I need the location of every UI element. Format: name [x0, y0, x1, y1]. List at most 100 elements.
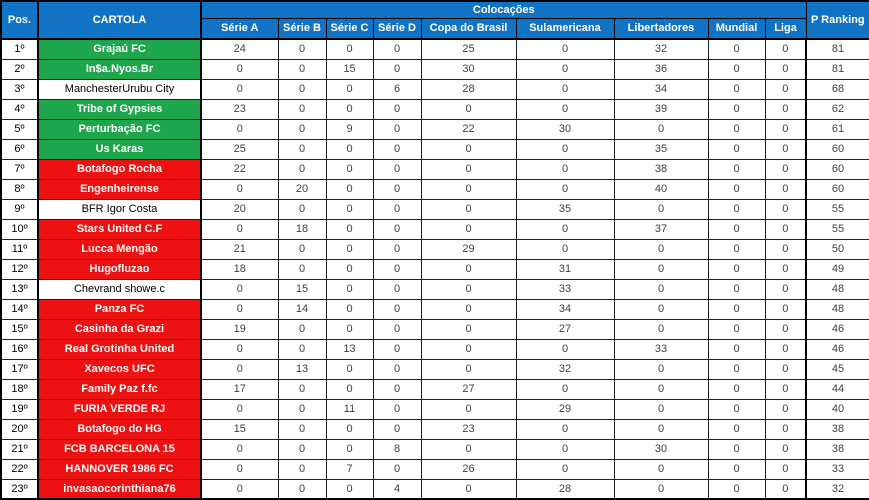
score-cell: 0 [613, 418, 709, 440]
score-cell: 0 [707, 118, 766, 140]
p-ranking-cell: 38 [805, 438, 869, 460]
score-cell: 0 [200, 218, 279, 240]
score-cell: 28 [515, 478, 615, 500]
score-cell: 0 [613, 378, 709, 400]
score-cell: 0 [764, 418, 807, 440]
cartola-name-cell: invasaocorinthiana76 [37, 478, 202, 500]
score-cell: 0 [420, 318, 517, 340]
score-cell: 0 [325, 418, 374, 440]
score-cell: 0 [325, 78, 374, 100]
p-ranking-cell: 40 [805, 398, 869, 420]
score-cell: 20 [277, 178, 327, 200]
score-cell: 0 [613, 118, 709, 140]
score-cell: 25 [200, 138, 279, 160]
score-cell: 0 [420, 358, 517, 380]
score-cell: 0 [515, 38, 615, 60]
cartola-name-cell: Perturbação FC [37, 118, 202, 140]
score-cell: 13 [325, 338, 374, 360]
position-cell: 17º [0, 358, 39, 380]
score-cell: 0 [372, 318, 422, 340]
p-ranking-cell: 48 [805, 278, 869, 300]
score-cell: 38 [613, 158, 709, 180]
position-cell: 3º [0, 78, 39, 100]
score-cell: 0 [372, 58, 422, 80]
p-ranking-cell: 46 [805, 318, 869, 340]
score-cell: 0 [372, 178, 422, 200]
score-cell: 0 [372, 258, 422, 280]
score-cell: 4 [372, 478, 422, 500]
score-cell: 0 [764, 238, 807, 260]
p-ranking-cell: 46 [805, 338, 869, 360]
position-cell: 18º [0, 378, 39, 400]
cartola-name-cell: Hugofluzao [37, 258, 202, 280]
score-cell: 0 [707, 398, 766, 420]
score-cell: 0 [764, 258, 807, 280]
score-cell: 0 [200, 178, 279, 200]
score-cell: 0 [707, 298, 766, 320]
score-cell: 0 [515, 378, 615, 400]
score-cell: 0 [707, 138, 766, 160]
score-cell: 0 [515, 158, 615, 180]
score-cell: 0 [515, 138, 615, 160]
header-sulamericana: Sulamericana [515, 17, 615, 40]
score-cell: 0 [707, 238, 766, 260]
table-row: 14º Panza FC 0 14 0 0 0 34 0 0 0 48 [0, 298, 869, 320]
score-cell: 0 [707, 38, 766, 60]
score-cell: 0 [764, 98, 807, 120]
table-row: 18º Family Paz f.fc 17 0 0 0 27 0 0 0 0 44 [0, 378, 869, 400]
table-row: 10º Stars United C.F 0 18 0 0 0 0 37 0 0 55 [0, 218, 869, 240]
score-cell: 0 [420, 438, 517, 460]
score-cell: 0 [613, 478, 709, 500]
score-cell: 0 [515, 238, 615, 260]
score-cell: 11 [325, 398, 374, 420]
score-cell: 0 [325, 198, 374, 220]
score-cell: 0 [764, 158, 807, 180]
header-liga: Liga [764, 17, 807, 40]
position-cell: 7º [0, 158, 39, 180]
score-cell: 0 [420, 178, 517, 200]
table-row: 12º Hugofluzao 18 0 0 0 0 31 0 0 0 49 [0, 258, 869, 280]
score-cell: 34 [613, 78, 709, 100]
score-cell: 7 [325, 458, 374, 480]
cartola-name-cell: Panza FC [37, 298, 202, 320]
score-cell: 0 [420, 278, 517, 300]
score-cell: 33 [613, 338, 709, 360]
score-cell: 0 [613, 198, 709, 220]
score-cell: 0 [707, 218, 766, 240]
table-row: 8º Engenheirense 0 20 0 0 0 0 40 0 0 60 [0, 178, 869, 200]
score-cell: 0 [515, 98, 615, 120]
p-ranking-cell: 68 [805, 78, 869, 100]
score-cell: 0 [707, 418, 766, 440]
score-cell: 0 [420, 158, 517, 180]
cartola-name-cell: Botafogo Rocha [37, 158, 202, 180]
score-cell: 30 [613, 438, 709, 460]
score-cell: 20 [200, 198, 279, 220]
score-cell: 15 [277, 278, 327, 300]
header-pos: Pos. [0, 0, 39, 40]
position-cell: 21º [0, 438, 39, 460]
score-cell: 0 [764, 58, 807, 80]
score-cell: 0 [372, 218, 422, 240]
p-ranking-cell: 50 [805, 238, 869, 260]
header-mundial: Mundial [707, 17, 766, 40]
table-row: 5º Perturbação FC 0 0 9 0 22 30 0 0 0 61 [0, 118, 869, 140]
position-cell: 22º [0, 458, 39, 480]
position-cell: 8º [0, 178, 39, 200]
score-cell: 0 [707, 158, 766, 180]
score-cell: 15 [325, 58, 374, 80]
score-cell: 0 [200, 458, 279, 480]
score-cell: 0 [372, 38, 422, 60]
cartola-name-cell: Family Paz f.fc [37, 378, 202, 400]
p-ranking-cell: 61 [805, 118, 869, 140]
score-cell: 0 [764, 318, 807, 340]
score-cell: 0 [420, 338, 517, 360]
score-cell: 23 [420, 418, 517, 440]
score-cell: 0 [277, 258, 327, 280]
score-cell: 0 [515, 338, 615, 360]
header-serie-c: Série C [325, 17, 374, 40]
cartola-name-cell: Lucca Mengão [37, 238, 202, 260]
score-cell: 29 [420, 238, 517, 260]
cartola-name-cell: Botafogo do HG [37, 418, 202, 440]
score-cell: 0 [764, 358, 807, 380]
score-cell: 0 [764, 118, 807, 140]
